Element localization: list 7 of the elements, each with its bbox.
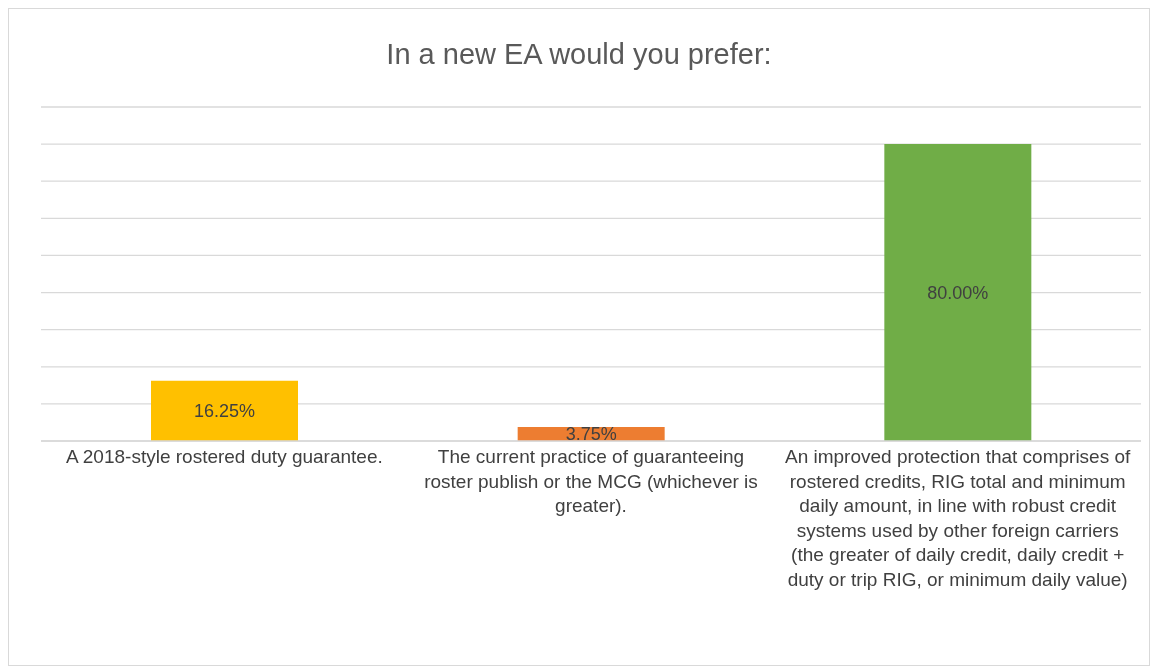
x-tick-label: The current practice of guaranteeing roster publish or the MCG (whichever is greater). — [424, 446, 758, 516]
x-tick-label: A 2018-style rostered duty guarantee. — [65, 446, 383, 467]
data-label: 80.00% — [927, 282, 989, 303]
data-label: 3.75% — [565, 424, 617, 445]
data-label: 16.25% — [193, 401, 256, 422]
chart-title: In a new EA would you prefer: — [385, 36, 773, 72]
x-tick-label: An improved protection that comprises of rostered credits, RIG total and minimum daily amount, in line with robust credit systems used by other foreign carriers (the greater of daily credit, daily credit + duty or trip RIG, or minimum daily value) — [784, 446, 1132, 590]
